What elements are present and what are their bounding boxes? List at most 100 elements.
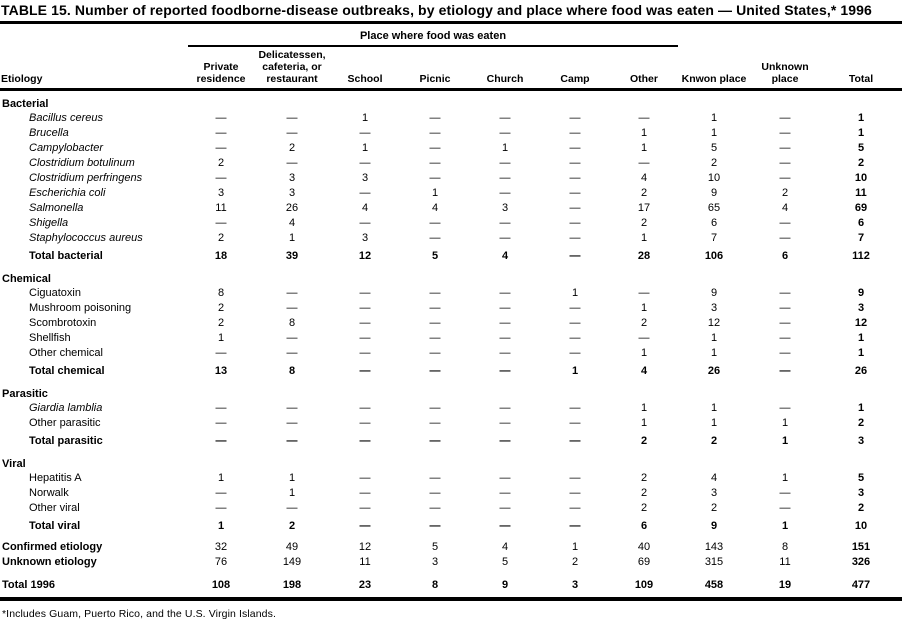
column-header-knwon-place: Knwon place xyxy=(678,45,750,91)
value-cell: 9 xyxy=(470,570,540,601)
value-cell: — xyxy=(499,417,511,429)
value-cell: — xyxy=(429,402,441,414)
value-cell: — xyxy=(215,217,227,229)
value-cell: 1 xyxy=(710,112,718,124)
etiology-cell: Bacillus cereus xyxy=(29,112,103,124)
value-cell: — xyxy=(499,217,511,229)
table-row: Clostridium botulinum 2 — — — — — — 2 — 2 xyxy=(0,156,902,171)
value-cell: — xyxy=(429,502,441,514)
column-header-row: Etiology Private residence Delicatessen, … xyxy=(0,45,902,91)
value-cell: 1 xyxy=(857,402,865,414)
value-cell: 8 xyxy=(781,541,789,553)
value-cell: 11 xyxy=(779,556,791,568)
value-cell: — xyxy=(499,332,511,344)
value-cell: — xyxy=(286,157,298,169)
value-cell: 1 xyxy=(710,402,718,414)
value-cell: 1 xyxy=(781,435,789,447)
value-cell: 8 xyxy=(288,317,296,329)
value-cell: 5 xyxy=(857,472,865,484)
value-cell: 5 xyxy=(501,556,509,568)
value-cell: — xyxy=(429,302,441,314)
value-cell: — xyxy=(569,232,581,244)
value-cell: — xyxy=(499,502,511,514)
value-cell: 4 xyxy=(288,217,296,229)
value-cell: — xyxy=(499,157,511,169)
value-cell: — xyxy=(779,402,791,414)
column-header-total: Total xyxy=(820,45,902,91)
value-cell: — xyxy=(359,332,371,344)
value-cell: 2 xyxy=(857,157,865,169)
value-cell: — xyxy=(429,232,441,244)
value-cell: — xyxy=(779,157,791,169)
table-body: Bacterial Bacillus cereus — —1— — — —1—1 Brucel… xyxy=(0,89,902,601)
value-cell: — xyxy=(359,287,371,299)
etiology-cell: Brucella xyxy=(29,127,69,139)
value-cell: 477 xyxy=(820,570,902,601)
value-cell: — xyxy=(359,217,371,229)
value-cell: 1 xyxy=(217,472,225,484)
table-title: TABLE 15. Number of reported foodborne-d… xyxy=(1,2,872,18)
table-row: Other parasitic — — — — — — 1 1 1 2 xyxy=(0,416,902,431)
value-cell: 49 xyxy=(285,541,299,553)
value-cell: — xyxy=(429,127,441,139)
value-cell: 11 xyxy=(215,202,227,214)
section-header-row: Viral xyxy=(0,449,902,471)
value-cell: 1 xyxy=(710,127,718,139)
etiology-cell: Scombrotoxin xyxy=(29,317,97,329)
value-cell: 1 xyxy=(217,332,225,344)
value-cell: 7 xyxy=(710,232,718,244)
value-cell: 1 xyxy=(571,365,579,377)
etiology-cell: Other chemical xyxy=(29,347,103,359)
value-cell: 108 xyxy=(188,570,254,601)
value-cell: — xyxy=(215,112,227,124)
value-cell: 1 xyxy=(781,520,789,532)
value-cell: — xyxy=(499,520,511,532)
table-row: Norwalk — 1 — — — — 2 3 — 3 xyxy=(0,486,902,501)
value-cell: — xyxy=(499,317,511,329)
value-cell: — xyxy=(569,332,581,344)
value-cell: — xyxy=(429,347,441,359)
value-cell: — xyxy=(359,365,371,377)
section-total-row: Total parasitic — — — — — — 2 2 1 3 xyxy=(0,431,902,449)
value-cell: 1 xyxy=(640,417,648,429)
value-cell: 19 xyxy=(750,570,820,601)
value-cell: — xyxy=(569,520,581,532)
column-header-unknown-place: Unknown place xyxy=(750,45,820,91)
value-cell: 8 xyxy=(217,287,225,299)
value-cell: 1 xyxy=(857,332,865,344)
value-cell: 69 xyxy=(637,556,651,568)
value-cell: — xyxy=(429,217,441,229)
value-cell: 4 xyxy=(501,541,509,553)
value-cell: 3 xyxy=(501,202,509,214)
value-cell: 65 xyxy=(707,202,721,214)
value-cell: 1 xyxy=(710,417,718,429)
value-cell: — xyxy=(359,472,371,484)
value-cell: — xyxy=(215,142,227,154)
column-group-header: Place where food was eaten xyxy=(188,23,678,47)
value-cell: 315 xyxy=(704,556,724,568)
value-cell: 12 xyxy=(358,250,372,262)
etiology-cell: Total chemical xyxy=(29,365,105,377)
value-cell: 1 xyxy=(361,112,369,124)
etiology-cell: Giardia lamblia xyxy=(29,402,103,414)
etiology-cell: Shigella xyxy=(29,217,69,229)
etiology-cell: Other parasitic xyxy=(29,417,101,429)
value-cell: — xyxy=(569,487,581,499)
value-cell: — xyxy=(429,317,441,329)
value-cell: 10 xyxy=(707,172,721,184)
value-cell: 1 xyxy=(501,142,509,154)
section-total-row: Total bacterial 18 39 12 5 4 — 28 106 6 112 xyxy=(0,246,902,264)
table-row: Clostridium perfringens — 3 3 — — — 4 10 — 10 xyxy=(0,171,902,186)
value-cell: 1 xyxy=(431,187,439,199)
value-cell: 3 xyxy=(217,187,225,199)
value-cell: — xyxy=(499,172,511,184)
etiology-cell: Ciguatoxin xyxy=(29,287,81,299)
footnote: *Includes Guam, Puerto Rico, and the U.S… xyxy=(2,608,276,620)
column-header-picnic: Picnic xyxy=(400,45,470,91)
value-cell: — xyxy=(359,417,371,429)
value-cell: 3 xyxy=(361,232,369,244)
value-cell: — xyxy=(429,112,441,124)
value-cell: — xyxy=(779,127,791,139)
grand-total-row: Total 1996 108 198 23 8 9 3 109 458 19 477 xyxy=(0,570,902,601)
